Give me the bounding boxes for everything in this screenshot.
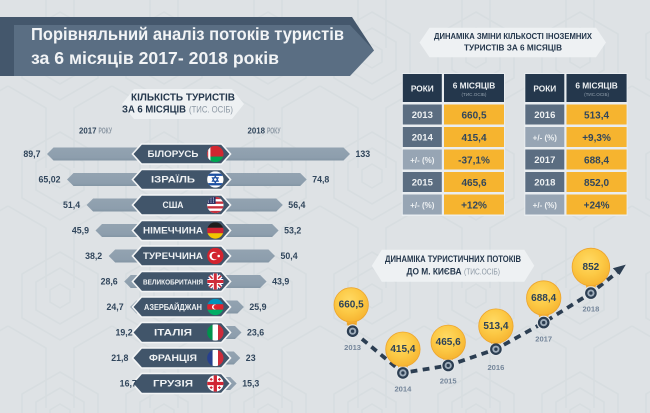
svg-text:50,4: 50,4 xyxy=(281,251,298,261)
svg-text:415,4: 415,4 xyxy=(461,133,486,144)
svg-text:(ТИС.ОСІБ): (ТИС.ОСІБ) xyxy=(462,92,487,97)
svg-text:(ТИС. ОСІБ): (ТИС. ОСІБ) xyxy=(189,105,233,116)
svg-text:АЗЕРБАЙДЖАН: АЗЕРБАЙДЖАН xyxy=(144,303,202,312)
svg-text:53,2: 53,2 xyxy=(284,226,301,236)
svg-text:2014: 2014 xyxy=(394,385,412,394)
svg-text:688,4: 688,4 xyxy=(531,293,556,304)
svg-text:21,8: 21,8 xyxy=(111,353,128,363)
svg-text:+9,3%: +9,3% xyxy=(582,133,611,144)
svg-text:Порівняльний аналіз потоків ту: Порівняльний аналіз потоків туристів xyxy=(31,24,344,44)
svg-text:19,2: 19,2 xyxy=(115,328,132,338)
svg-text:6 МІСЯЦІВ: 6 МІСЯЦІВ xyxy=(453,81,495,91)
svg-text:688,4: 688,4 xyxy=(584,156,609,167)
svg-text:+/- (%): +/- (%) xyxy=(533,134,558,143)
svg-text:ТУРЕЧЧИНА: ТУРЕЧЧИНА xyxy=(143,251,204,261)
svg-text:2015: 2015 xyxy=(440,377,458,386)
svg-text:РОКУ: РОКУ xyxy=(267,126,281,136)
svg-text:КІЛЬКІСТЬ ТУРИСТІВ: КІЛЬКІСТЬ ТУРИСТІВ xyxy=(131,93,235,104)
svg-text:28,6: 28,6 xyxy=(101,277,118,287)
svg-text:2015: 2015 xyxy=(412,178,434,189)
svg-text:ГРУЗІЯ: ГРУЗІЯ xyxy=(153,379,193,389)
svg-text:660,5: 660,5 xyxy=(461,111,486,122)
svg-text:852,0: 852,0 xyxy=(584,178,609,189)
svg-text:45,9: 45,9 xyxy=(72,226,89,236)
svg-text:415,4: 415,4 xyxy=(390,344,415,355)
svg-text:6 МІСЯЦІВ: 6 МІСЯЦІВ xyxy=(575,81,617,91)
svg-text:89,7: 89,7 xyxy=(23,149,40,159)
svg-text:за 6 місяців 2017- 2018 років: за 6 місяців 2017- 2018 років xyxy=(31,48,279,68)
svg-text:2013: 2013 xyxy=(344,343,361,352)
svg-text:2017: 2017 xyxy=(79,126,97,136)
svg-text:2014: 2014 xyxy=(412,133,434,144)
svg-text:+/- (%): +/- (%) xyxy=(410,156,435,165)
svg-text:74,8: 74,8 xyxy=(312,175,329,185)
svg-text:РОКИ: РОКИ xyxy=(411,84,434,94)
svg-text:США: США xyxy=(163,200,184,210)
svg-text:43,9: 43,9 xyxy=(272,277,289,287)
svg-text:56,4: 56,4 xyxy=(288,200,305,210)
svg-text:133: 133 xyxy=(356,149,371,159)
svg-text:2018: 2018 xyxy=(248,126,266,136)
svg-text:ДИНАМІКА ТУРИСТИЧНИХ ПОТОКІВ: ДИНАМІКА ТУРИСТИЧНИХ ПОТОКІВ xyxy=(385,254,521,264)
svg-text:ДО М. КИЄВА: ДО М. КИЄВА xyxy=(407,267,462,277)
svg-text:(ТИС.ОСІБ): (ТИС.ОСІБ) xyxy=(584,92,609,97)
svg-text:852: 852 xyxy=(583,262,600,273)
svg-text:51,4: 51,4 xyxy=(63,200,80,210)
svg-text:25,9: 25,9 xyxy=(249,302,266,312)
svg-text:+/- (%): +/- (%) xyxy=(533,201,558,210)
svg-text:2016: 2016 xyxy=(534,110,555,121)
svg-text:ІЗРАЇЛЬ: ІЗРАЇЛЬ xyxy=(151,175,196,185)
svg-text:+24%: +24% xyxy=(584,201,610,212)
svg-text:РОКУ: РОКУ xyxy=(99,126,113,136)
svg-text:2018: 2018 xyxy=(534,178,555,189)
svg-text:ІТАЛІЯ: ІТАЛІЯ xyxy=(154,328,192,338)
svg-text:38,2: 38,2 xyxy=(85,251,102,261)
svg-text:ВЕЛИКОБРИТАНІЯ: ВЕЛИКОБРИТАНІЯ xyxy=(143,278,203,287)
svg-text:23,6: 23,6 xyxy=(247,328,264,338)
svg-text:2018: 2018 xyxy=(582,305,599,314)
svg-text:+/- (%): +/- (%) xyxy=(410,201,435,210)
svg-text:ДИНАМІКА ЗМІНИ КІЛЬКОСТІ ІНОЗЕ: ДИНАМІКА ЗМІНИ КІЛЬКОСТІ ІНОЗЕМНИХ xyxy=(434,31,592,41)
svg-text:БІЛОРУСЬ: БІЛОРУСЬ xyxy=(148,149,200,159)
svg-text:РОКИ: РОКИ xyxy=(533,84,556,94)
svg-text:16,7: 16,7 xyxy=(120,379,137,389)
svg-text:465,6: 465,6 xyxy=(461,178,486,189)
svg-text:465,6: 465,6 xyxy=(436,337,461,348)
svg-text:23: 23 xyxy=(246,353,256,363)
svg-text:2016: 2016 xyxy=(487,363,504,372)
svg-text:ФРАНЦІЯ: ФРАНЦІЯ xyxy=(149,353,197,363)
svg-text:ТУРИСТІВ ЗА 6 МІСЯЦІВ: ТУРИСТІВ ЗА 6 МІСЯЦІВ xyxy=(464,43,562,53)
svg-text:15,3: 15,3 xyxy=(242,379,259,389)
svg-text:660,5: 660,5 xyxy=(339,300,364,311)
svg-text:24,7: 24,7 xyxy=(106,302,123,312)
svg-text:2013: 2013 xyxy=(412,110,433,121)
svg-text:НІМЕЧЧИНА: НІМЕЧЧИНА xyxy=(143,226,204,236)
svg-text:513,4: 513,4 xyxy=(584,111,609,122)
svg-text:(ТИС.ОСІБ): (ТИС.ОСІБ) xyxy=(464,267,500,277)
svg-text:2017: 2017 xyxy=(535,335,552,344)
svg-text:513,4: 513,4 xyxy=(483,321,508,332)
svg-text:65,02: 65,02 xyxy=(38,175,60,185)
svg-text:+12%: +12% xyxy=(461,201,487,212)
svg-text:ЗА 6 МІСЯЦІВ: ЗА 6 МІСЯЦІВ xyxy=(122,105,186,116)
svg-text:-37,1%: -37,1% xyxy=(458,156,490,167)
svg-text:2017: 2017 xyxy=(534,155,555,166)
